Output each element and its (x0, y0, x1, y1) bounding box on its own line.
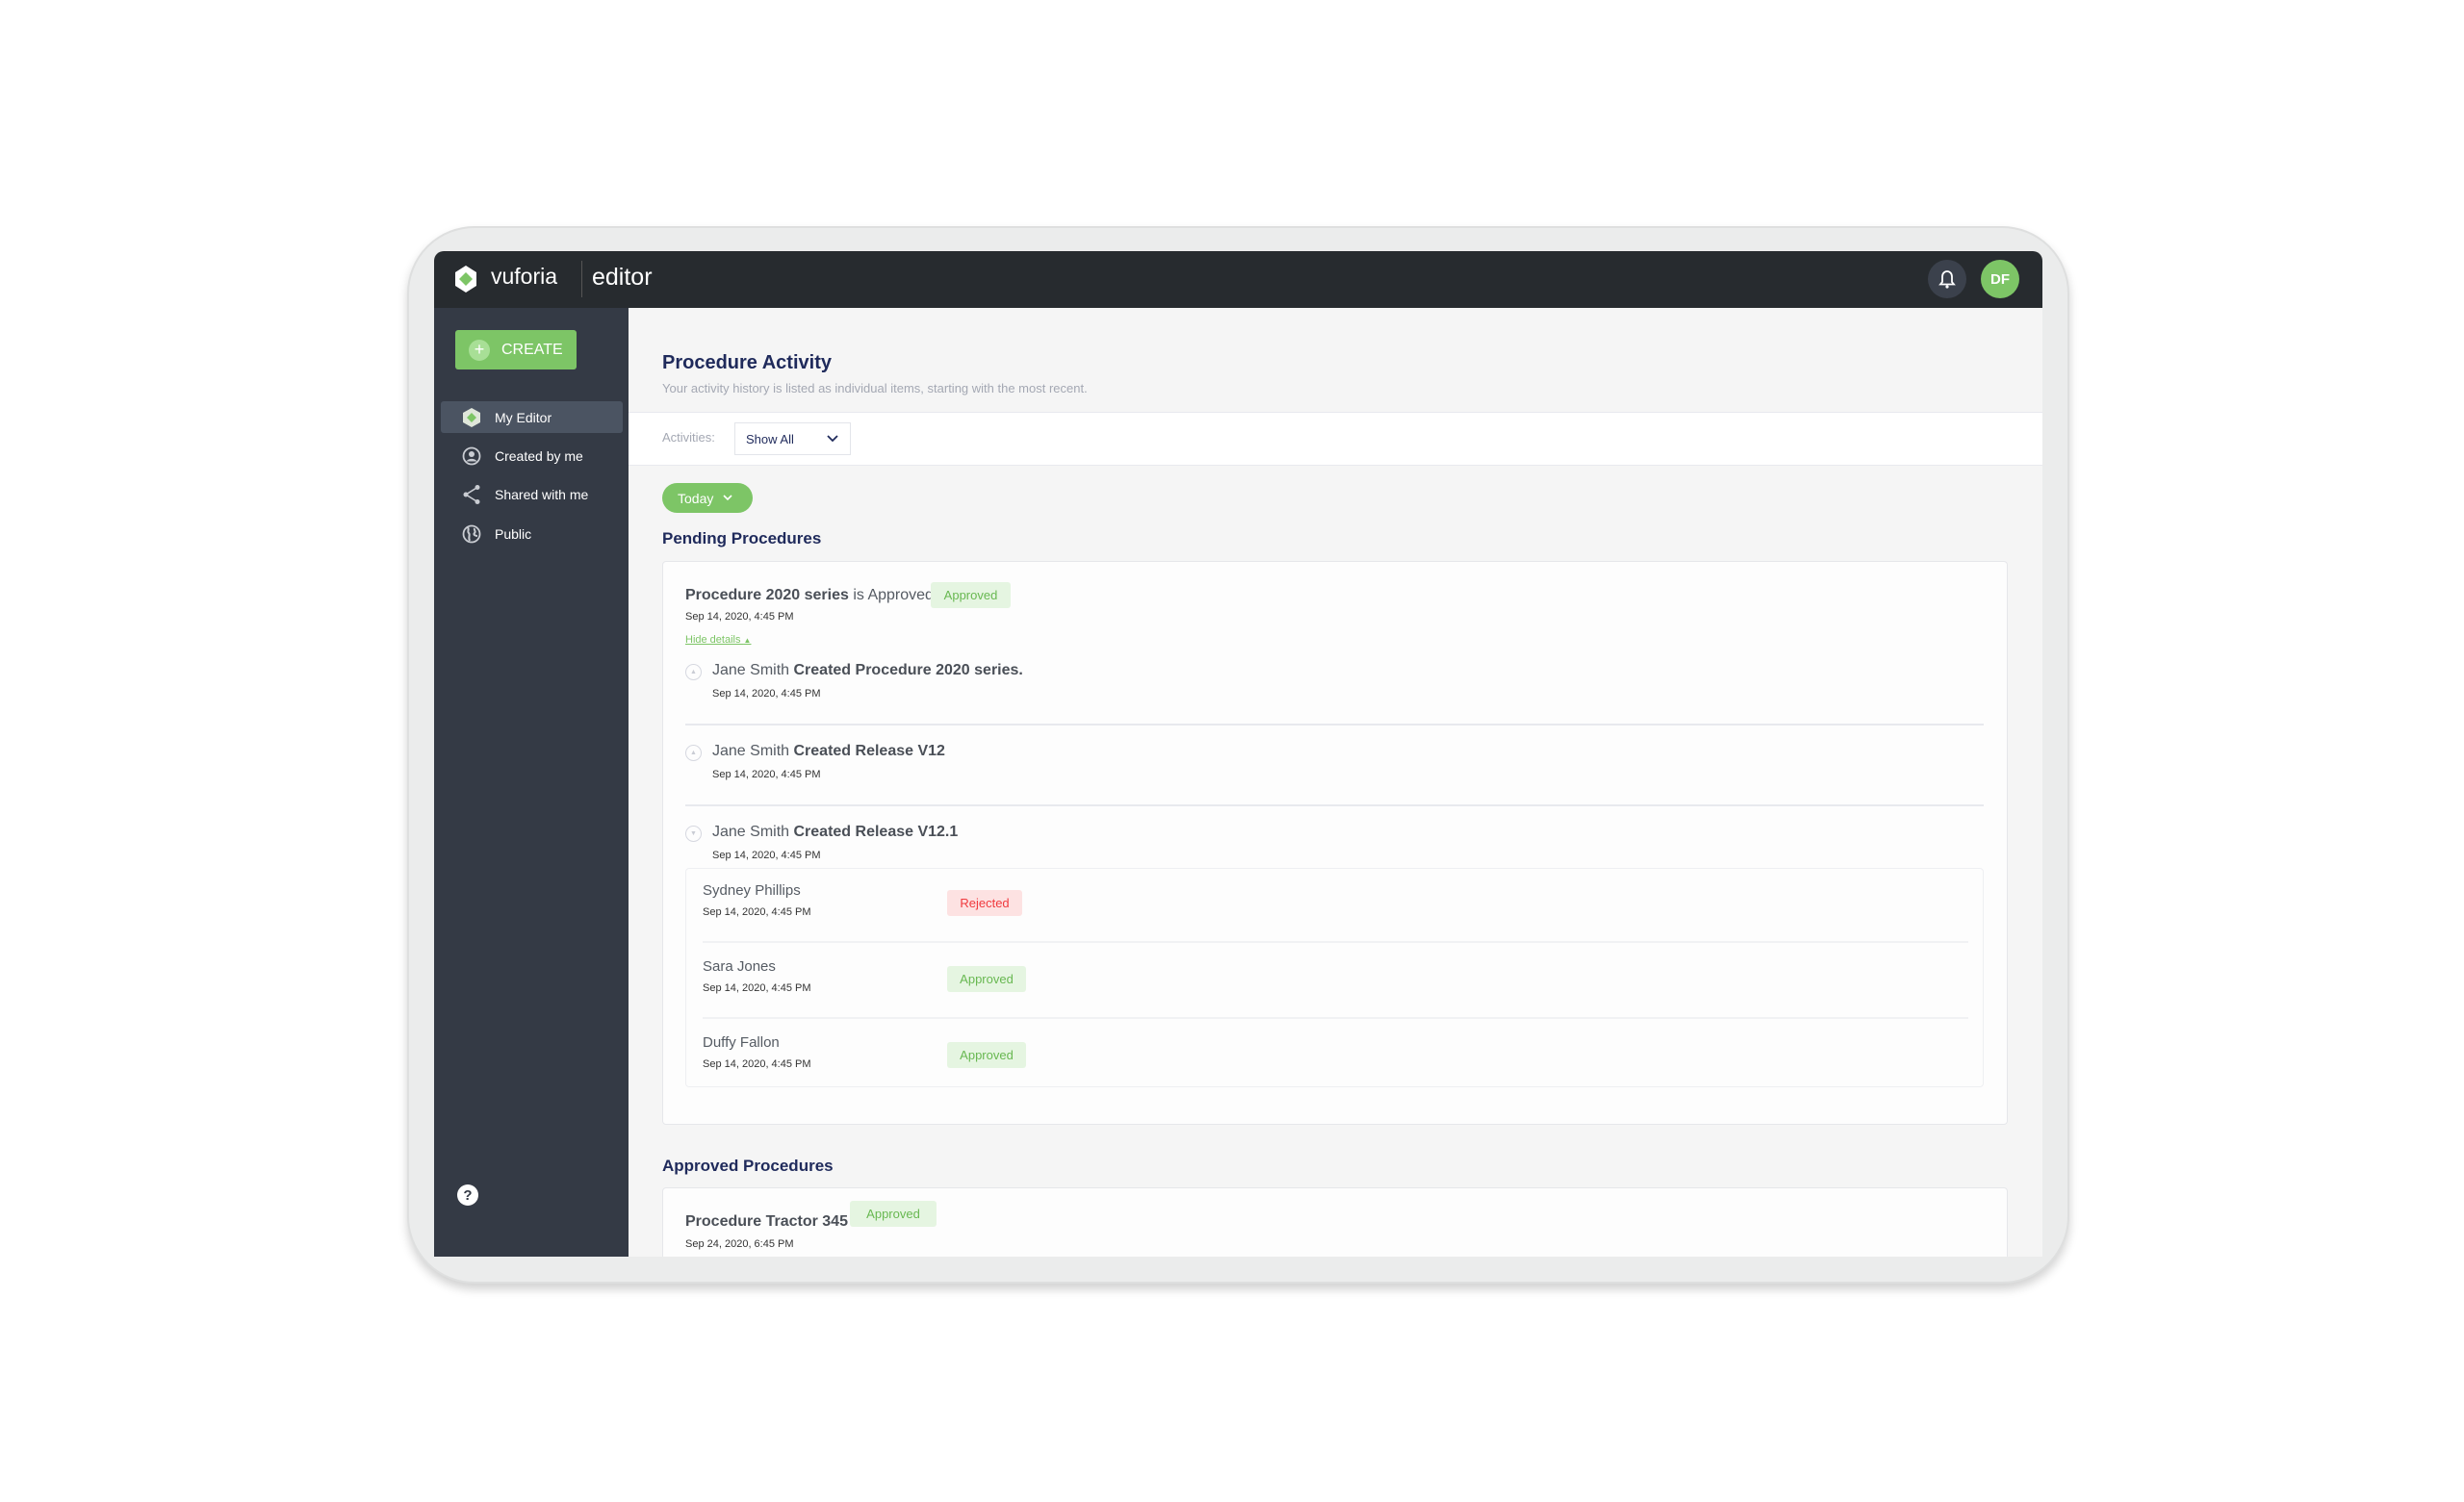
chevron-down-icon (723, 495, 732, 501)
event-date: Sep 14, 2020, 4:45 PM (712, 769, 821, 780)
reviewer-date: Sep 14, 2020, 4:45 PM (703, 1058, 811, 1070)
procedure-date: Sep 24, 2020, 6:45 PM (685, 1238, 794, 1250)
divider (685, 724, 1984, 726)
user-circle-icon (462, 446, 481, 465)
sidebar-item-shared-with-me[interactable]: Shared with me (441, 478, 623, 510)
product-name: editor (592, 264, 653, 291)
app-window: vuforia editor DF + CREATE My Editor Cre… (434, 251, 2042, 1257)
chevron-down-icon (827, 435, 838, 443)
vuforia-logo-icon (455, 266, 476, 293)
reviewer-date: Sep 14, 2020, 4:45 PM (703, 982, 811, 994)
hide-details-link[interactable]: Hide details ▲ (685, 634, 752, 646)
logo-divider (581, 261, 582, 297)
status-badge: Approved (850, 1201, 937, 1227)
status-badge: Approved (947, 1042, 1026, 1068)
divider (703, 941, 1968, 943)
status-badge: Rejected (947, 890, 1022, 916)
status-badge: Approved (931, 582, 1011, 608)
create-label: CREATE (501, 341, 563, 358)
create-button[interactable]: + CREATE (455, 330, 577, 369)
approved-heading: Approved Procedures (662, 1157, 834, 1175)
approved-card: Procedure Tractor 345 Approved Sep 24, 2… (662, 1187, 2008, 1257)
event-date: Sep 14, 2020, 4:45 PM (712, 688, 821, 700)
sidebar-item-label: Shared with me (495, 486, 589, 502)
activities-label: Activities: (662, 430, 715, 445)
procedure-title: Procedure 2020 series is Approved. (685, 587, 938, 603)
period-value: Today (678, 490, 714, 506)
collapse-icon[interactable]: ▲ (685, 664, 702, 680)
pending-heading: Pending Procedures (662, 529, 822, 547)
event-date: Sep 14, 2020, 4:45 PM (712, 850, 821, 861)
sidebar-item-label: Created by me (495, 447, 583, 464)
globe-icon (462, 524, 481, 543)
vuforia-logo-icon (463, 407, 480, 427)
reviewer-name: Sara Jones (703, 958, 776, 975)
bell-icon (1938, 270, 1956, 289)
sidebar-item-my-editor[interactable]: My Editor (441, 401, 623, 433)
event-title: Jane Smith Created Release V12.1 (712, 824, 959, 840)
period-dropdown[interactable]: Today (662, 483, 753, 513)
sidebar-item-public[interactable]: Public (441, 518, 623, 549)
event-title: Jane Smith Created Procedure 2020 series… (712, 662, 1023, 678)
reviewer-name: Duffy Fallon (703, 1034, 780, 1051)
reviewer-date: Sep 14, 2020, 4:45 PM (703, 906, 811, 918)
expand-icon[interactable]: ▼ (685, 826, 702, 842)
collapse-icon[interactable]: ▲ (685, 745, 702, 761)
page-title: Procedure Activity (662, 352, 832, 373)
procedure-date: Sep 14, 2020, 4:45 PM (685, 611, 794, 623)
sidebar-item-label: My Editor (495, 409, 552, 425)
activities-value: Show All (746, 431, 794, 446)
help-question-icon[interactable]: ? (457, 1184, 478, 1206)
user-avatar[interactable]: DF (1981, 260, 2019, 298)
caret-up-icon: ▲ (743, 636, 752, 645)
pending-card: Procedure 2020 series is Approved. Appro… (662, 561, 2008, 1125)
sidebar: + CREATE My Editor Created by me Shared … (434, 308, 629, 1257)
sidebar-item-label: Public (495, 525, 532, 542)
top-bar: vuforia editor DF (434, 251, 2042, 308)
page-subtitle: Your activity history is listed as indiv… (662, 381, 1088, 395)
event-title: Jane Smith Created Release V12 (712, 743, 945, 759)
activities-dropdown[interactable]: Show All (734, 422, 851, 455)
divider (685, 804, 1984, 806)
notifications-button[interactable] (1928, 260, 1966, 298)
brand-name: vuforia (491, 264, 558, 289)
filter-bar: Activities: Show All (629, 412, 2042, 466)
plus-icon: + (469, 339, 490, 361)
status-badge: Approved (947, 966, 1026, 992)
divider (703, 1017, 1968, 1019)
main-content: Procedure Activity Your activity history… (629, 308, 2042, 1257)
sidebar-item-created-by-me[interactable]: Created by me (441, 440, 623, 471)
reviewers-panel: Sydney Phillips Sep 14, 2020, 4:45 PM Re… (685, 868, 1984, 1087)
procedure-title: Procedure Tractor 345 (685, 1213, 848, 1230)
reviewer-name: Sydney Phillips (703, 882, 801, 899)
share-icon (463, 484, 480, 504)
